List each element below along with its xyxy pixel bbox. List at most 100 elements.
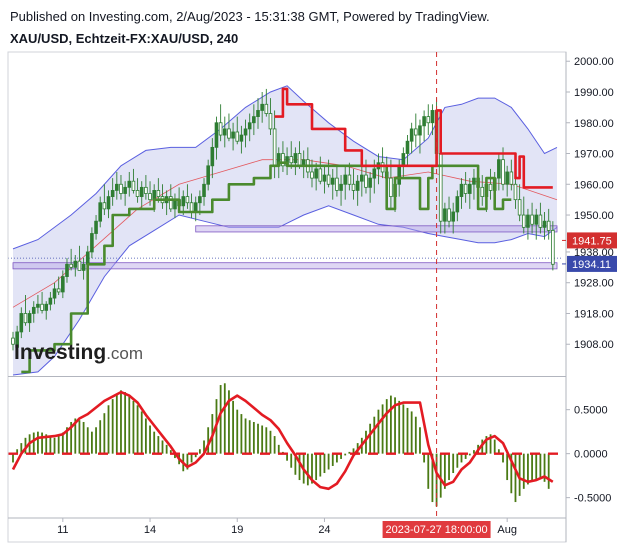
hist-bar xyxy=(423,453,426,463)
candle-body xyxy=(534,214,539,225)
candle-body xyxy=(497,159,501,179)
candle xyxy=(355,175,360,206)
candle xyxy=(322,165,327,194)
candle-body xyxy=(368,177,372,188)
candle xyxy=(144,175,148,200)
hist-bar xyxy=(244,418,247,454)
candle xyxy=(447,196,451,228)
candle-body xyxy=(318,168,323,182)
published-caption: Published on Investing.com, 2/Aug/2023 -… xyxy=(10,9,490,24)
hist-bar xyxy=(518,453,521,496)
osc-tick-label: -0.5000 xyxy=(574,493,611,505)
candle xyxy=(135,178,140,203)
candle-body xyxy=(451,211,455,222)
time-tick-label: Aug xyxy=(497,524,517,536)
candle-body xyxy=(73,260,78,268)
candle xyxy=(339,175,343,206)
hist-bar xyxy=(464,453,467,459)
hist-bar xyxy=(24,437,27,454)
candle-body xyxy=(397,165,401,185)
candle xyxy=(505,165,509,197)
hist-bar xyxy=(99,420,102,454)
candle-body xyxy=(322,174,327,182)
candle-body xyxy=(351,183,356,191)
hist-bar xyxy=(277,444,280,454)
candle-body xyxy=(422,116,426,127)
candle xyxy=(131,168,136,194)
hist-bar xyxy=(419,427,421,454)
hist-bar xyxy=(252,421,255,454)
price-label-box xyxy=(567,255,617,272)
candle-body xyxy=(538,214,543,228)
hist-bar xyxy=(381,404,384,454)
candle-body xyxy=(19,313,24,333)
price-tick-label: 1980.00 xyxy=(574,118,614,130)
hist-bar xyxy=(49,436,52,454)
svg-text:Investing.com: Investing.com xyxy=(14,341,143,364)
hist-bar xyxy=(161,440,164,454)
candle-body xyxy=(480,186,485,197)
hist-bar xyxy=(369,423,372,454)
candle xyxy=(222,116,227,148)
hist-bar xyxy=(373,416,376,454)
hist-bar xyxy=(435,453,438,507)
candle xyxy=(202,178,206,206)
candle xyxy=(534,208,539,240)
candle xyxy=(11,331,15,351)
candle xyxy=(19,307,24,339)
candle-body xyxy=(389,177,393,197)
hist-bar xyxy=(273,436,276,454)
hist-bar xyxy=(514,453,517,503)
candle xyxy=(185,184,190,209)
hist-bar xyxy=(186,453,189,470)
hist-bar xyxy=(336,453,338,463)
candle-body xyxy=(409,128,414,142)
hist-bar xyxy=(402,404,405,454)
hist-bar xyxy=(443,453,446,489)
candle xyxy=(44,301,49,320)
candle-body xyxy=(198,196,202,204)
candle-body xyxy=(65,263,69,277)
candle-body xyxy=(488,183,493,191)
hist-bar xyxy=(286,453,288,461)
candle-body xyxy=(106,196,111,210)
candle xyxy=(252,104,256,136)
candle-body xyxy=(463,183,468,194)
candle-body xyxy=(355,180,360,191)
hist-bar xyxy=(136,405,139,454)
candle-body xyxy=(48,297,53,305)
candle-body xyxy=(202,183,206,197)
candle xyxy=(443,202,447,234)
candle xyxy=(73,255,78,277)
candle-body xyxy=(247,122,252,130)
candle-body xyxy=(152,190,156,201)
candle-body xyxy=(447,208,451,222)
candle xyxy=(214,116,219,160)
hist-bar xyxy=(41,432,43,454)
hist-bar xyxy=(493,439,496,454)
hist-bar xyxy=(198,449,201,454)
hist-bar xyxy=(190,453,193,463)
candle-body xyxy=(31,306,36,314)
hist-bar xyxy=(448,453,450,481)
candle xyxy=(497,153,501,191)
candle-body xyxy=(169,196,173,210)
candle xyxy=(409,122,414,154)
candle xyxy=(459,178,464,209)
hist-bar xyxy=(327,453,330,470)
candle xyxy=(530,202,534,234)
candle-body xyxy=(102,202,107,210)
hist-bar xyxy=(547,453,550,489)
candle xyxy=(69,248,73,271)
hist-bar xyxy=(107,405,110,454)
candle-body xyxy=(148,193,152,201)
candle xyxy=(218,104,223,142)
hist-bar xyxy=(439,453,442,498)
candle-body xyxy=(69,263,73,268)
hist-bar xyxy=(398,400,401,454)
candle xyxy=(52,282,57,305)
hist-bar xyxy=(91,431,93,454)
hist-bar xyxy=(261,425,264,454)
logo-suffix: .com xyxy=(106,344,143,363)
candle xyxy=(488,168,493,200)
